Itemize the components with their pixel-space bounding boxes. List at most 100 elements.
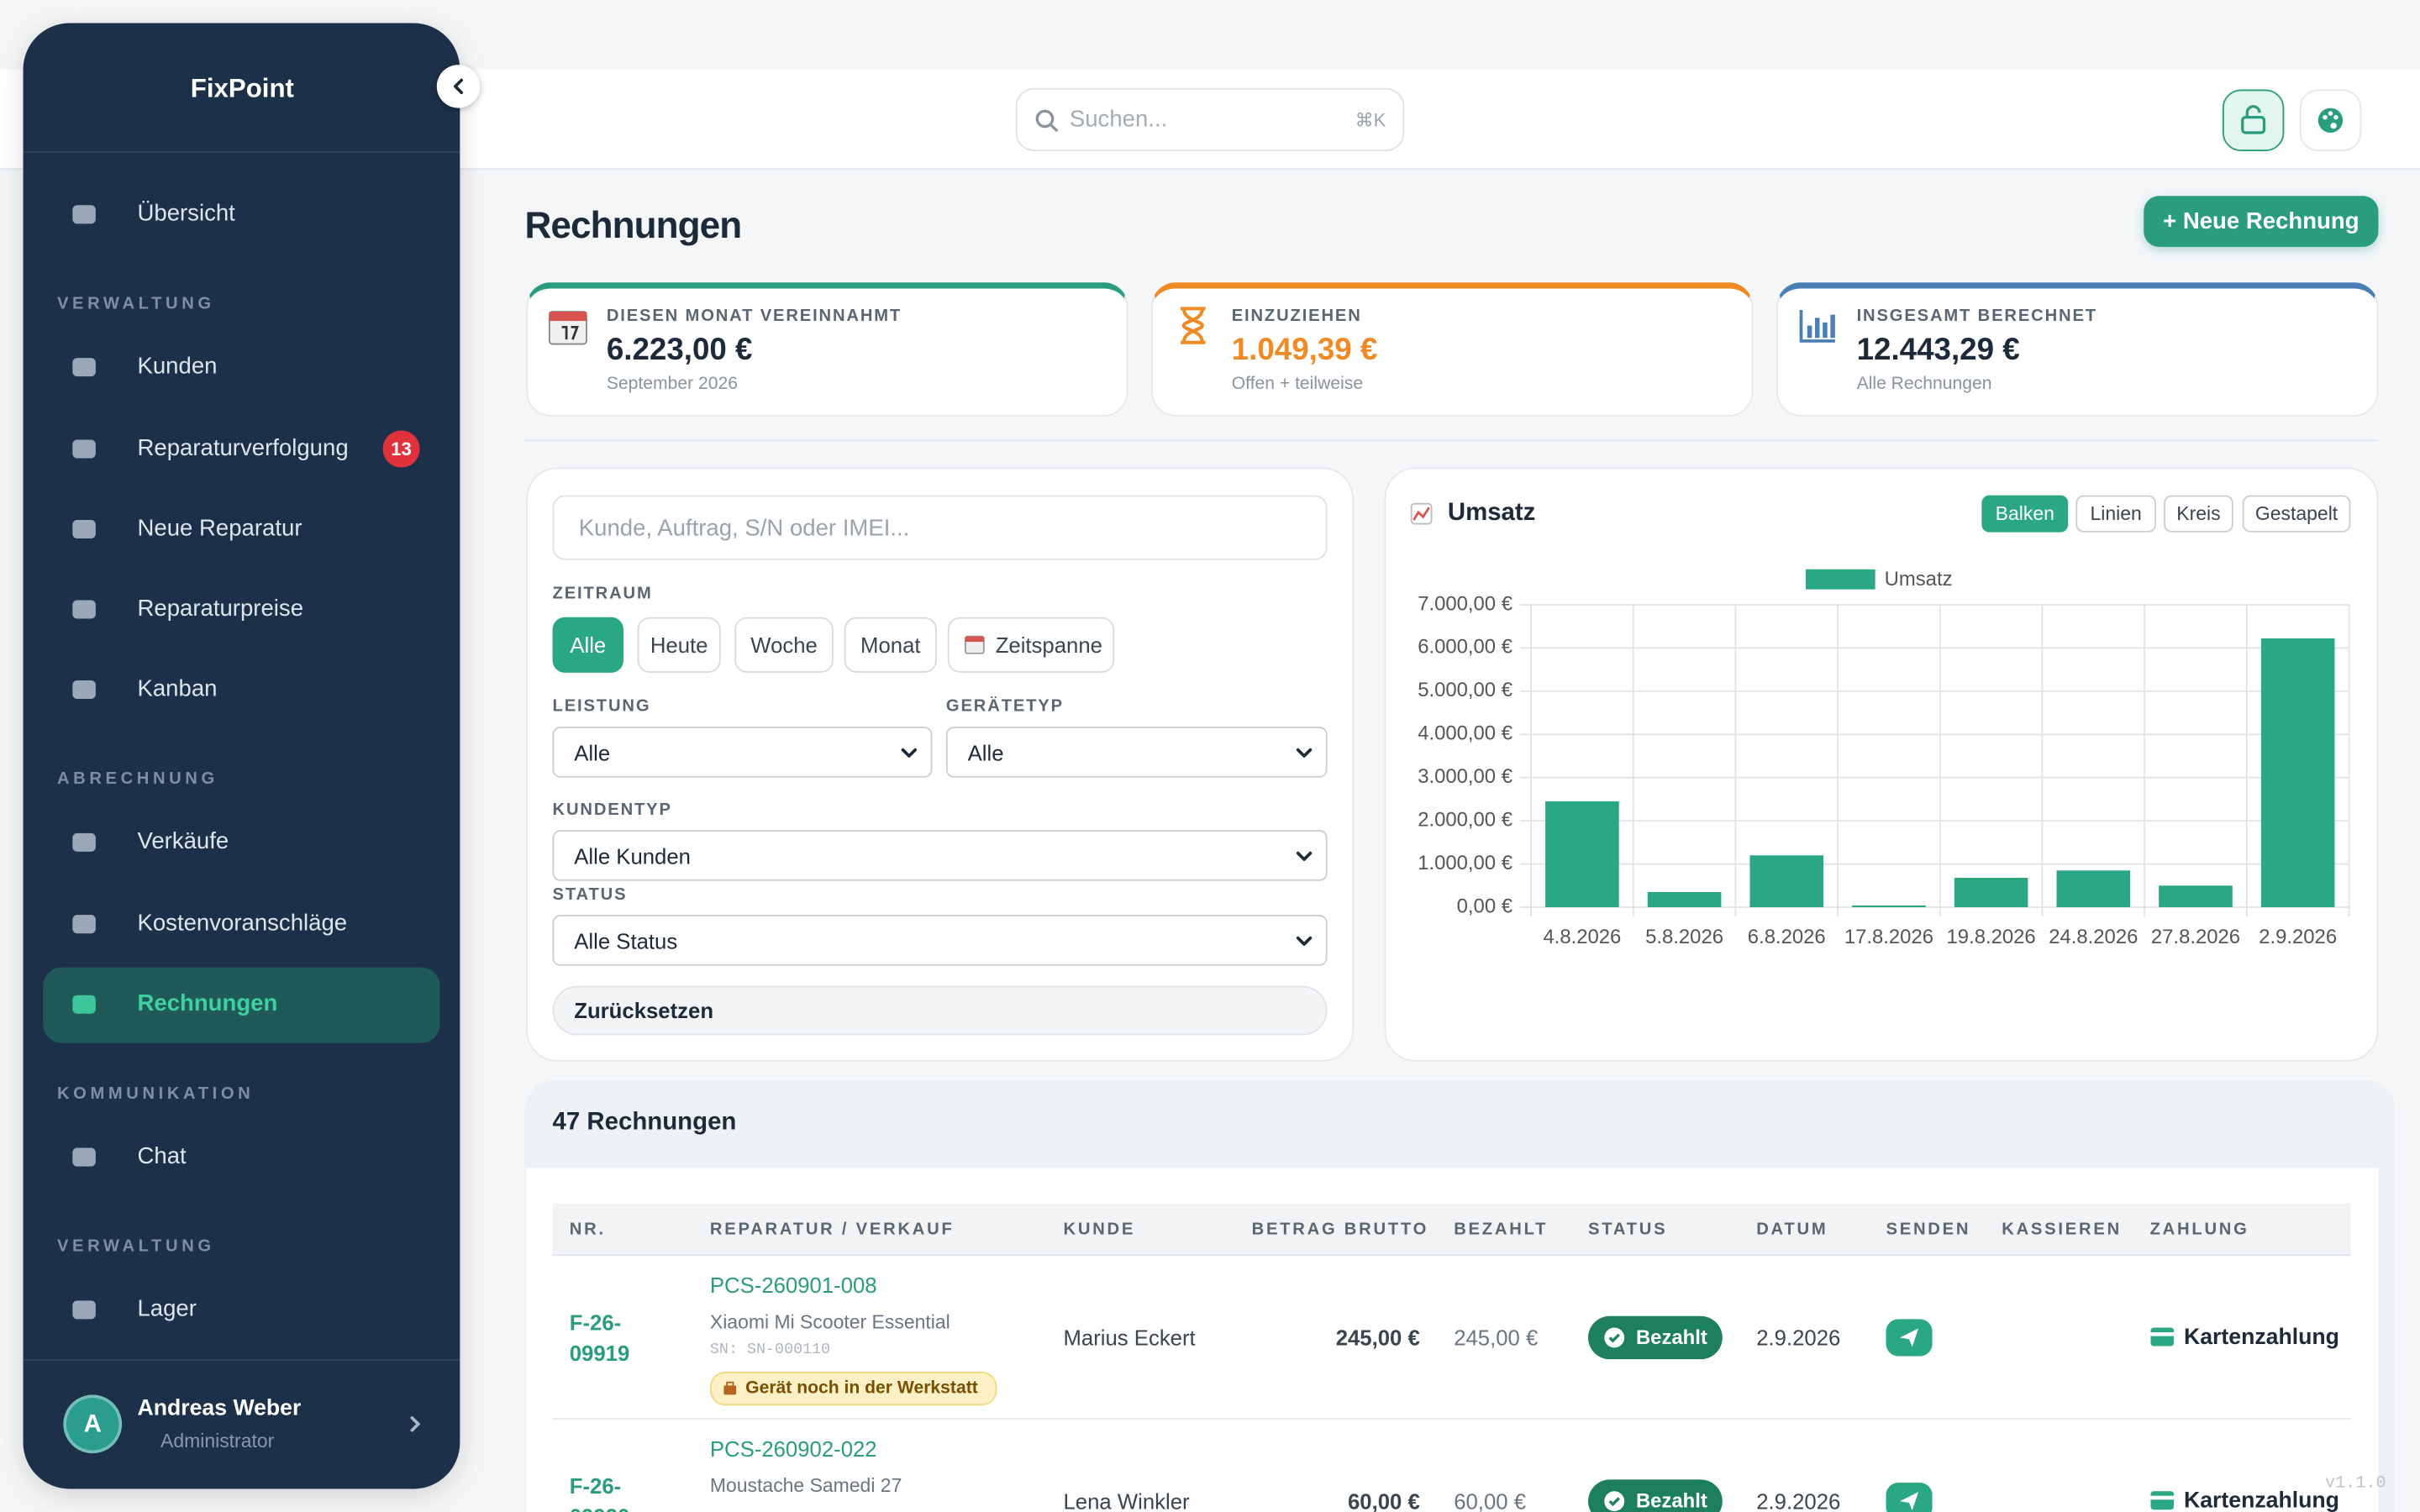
avatar — [63, 1394, 123, 1454]
stat-icon — [548, 311, 587, 345]
x-tick-label: 17.8.2026 — [1844, 926, 1933, 948]
item-name: Moustache Samedi 27 — [709, 1474, 902, 1497]
column-header: BEZAHLT — [1454, 1220, 1549, 1239]
stat-label: EINZUZIEHEN — [1231, 307, 1362, 326]
new-invoice-label: + Neue Rechnung — [2163, 207, 2360, 235]
nav-item: Lager — [137, 1295, 197, 1323]
table-count: 47 Rechnungen — [552, 1109, 737, 1136]
table-header — [552, 1203, 2351, 1257]
nav-item: Verkäufe — [137, 828, 229, 855]
column-header: KUNDE — [1063, 1220, 1136, 1239]
period-button[interactable] — [844, 617, 937, 673]
filter-label: KUNDENTYP — [552, 801, 672, 820]
gross-amount: 245,00 € — [1335, 1325, 1420, 1351]
period-button[interactable] — [637, 617, 721, 673]
period-option: Alle — [570, 633, 607, 658]
period-button[interactable] — [734, 617, 834, 673]
stat-card — [526, 282, 1128, 417]
date: 2.9.2026 — [1756, 1325, 1841, 1351]
stat-note: September 2026 — [606, 375, 739, 394]
customer: Marius Eckert — [1063, 1325, 1196, 1351]
period-option: Woche — [750, 633, 818, 658]
nav-item: Reparaturverfolgung — [137, 434, 349, 462]
column-header: NR. — [569, 1220, 606, 1239]
nav-badge-bg — [382, 430, 420, 468]
send-icon — [1900, 1328, 1919, 1347]
column-header: ZAHLUNG — [2149, 1220, 2249, 1239]
nav-item: Reparaturpreise — [137, 595, 304, 622]
invoice-number[interactable]: F-26-09919 — [569, 1310, 630, 1366]
order-link: PCS-260902-022 — [709, 1436, 877, 1462]
select[interactable] — [552, 727, 933, 778]
chart-type-button[interactable] — [2242, 495, 2351, 533]
y-tick-label: 7.000,00 € — [1418, 592, 1512, 615]
period-option: Monat — [860, 633, 921, 658]
chart-type-button[interactable] — [2075, 495, 2156, 533]
chart-title: Umsatz — [1447, 500, 1536, 527]
nav-badge: 13 — [391, 438, 412, 460]
reset-label: Zurücksetzen — [574, 998, 714, 1023]
x-tick-label: 5.8.2026 — [1645, 926, 1723, 948]
column-header: DATUM — [1756, 1220, 1828, 1239]
reset-button[interactable] — [552, 985, 1328, 1036]
select-chevron — [1296, 850, 1313, 860]
invoice-number[interactable]: F-26-09920 — [569, 1473, 630, 1512]
chart-type-label: Balken — [1995, 502, 2054, 525]
search-box[interactable] — [1015, 87, 1405, 151]
column-header: REPARATUR / VERKAUF — [709, 1220, 955, 1239]
user-role: Administrator — [160, 1430, 275, 1452]
date: 2.9.2026 — [1756, 1488, 1841, 1512]
brand: FixPoint — [190, 74, 294, 104]
paid-amount: 60,00 € — [1454, 1488, 1527, 1512]
y-tick-label: 5.000,00 € — [1418, 679, 1512, 701]
nav-icon — [72, 832, 96, 852]
item-name: Xiaomi Mi Scooter Essential — [709, 1311, 950, 1333]
nav-item: Chat — [137, 1143, 187, 1170]
y-tick-label: 2.000,00 € — [1418, 808, 1512, 831]
chart-type-button[interactable] — [1981, 495, 2069, 533]
chart-panel — [1384, 467, 2379, 1062]
chart-type-button[interactable] — [2164, 495, 2233, 533]
search-icon — [1035, 109, 1059, 133]
select[interactable] — [552, 830, 1328, 881]
collapse-button[interactable] — [436, 65, 481, 108]
column-header: SENDEN — [1886, 1220, 1971, 1239]
x-tick-label: 6.8.2026 — [1748, 926, 1826, 948]
y-tick-label: 0,00 € — [1457, 895, 1512, 917]
period-button[interactable] — [947, 617, 1115, 673]
serial: SN: SN-000110 — [709, 1341, 831, 1360]
select[interactable] — [552, 915, 1328, 966]
search-shortcut: ⌘K — [1355, 109, 1386, 132]
stat-icon — [1181, 307, 1206, 344]
new-invoice-button[interactable] — [2144, 196, 2379, 247]
filter-label: LEISTUNG — [552, 697, 651, 717]
stat-note: Alle Rechnungen — [1856, 375, 1992, 394]
nav-icon — [72, 600, 96, 619]
card-icon — [2150, 1327, 2175, 1347]
x-tick-label: 4.8.2026 — [1543, 926, 1621, 948]
select-value: Alle Status — [574, 927, 678, 953]
stat-label: DIESEN MONAT VEREINNAHMT — [606, 307, 902, 326]
nav-icon — [72, 680, 96, 700]
period-button[interactable] — [552, 617, 624, 673]
select[interactable] — [945, 727, 1328, 778]
nav-section: VERWALTUNG — [56, 1237, 215, 1257]
chart-type-label: Gestapelt — [2254, 502, 2338, 525]
chart-title-icon — [1410, 502, 1433, 525]
filter-search[interactable] — [552, 495, 1328, 560]
send-icon — [1900, 1492, 1919, 1511]
column-header: STATUS — [1588, 1220, 1668, 1239]
note-icon — [723, 1381, 737, 1395]
nav-item: Übersicht — [137, 200, 235, 227]
lock-button[interactable] — [2222, 89, 2285, 151]
payment-method: Kartenzahlung — [2183, 1488, 2339, 1512]
bar — [1545, 801, 1619, 907]
note-text: Gerät noch in der Werkstatt — [745, 1379, 978, 1399]
y-tick-label: 6.000,00 € — [1418, 636, 1512, 659]
section-divider — [524, 439, 2379, 442]
stat-icon — [1799, 310, 1835, 343]
paid-amount: 245,00 € — [1454, 1325, 1539, 1351]
nav-active[interactable] — [43, 967, 440, 1043]
